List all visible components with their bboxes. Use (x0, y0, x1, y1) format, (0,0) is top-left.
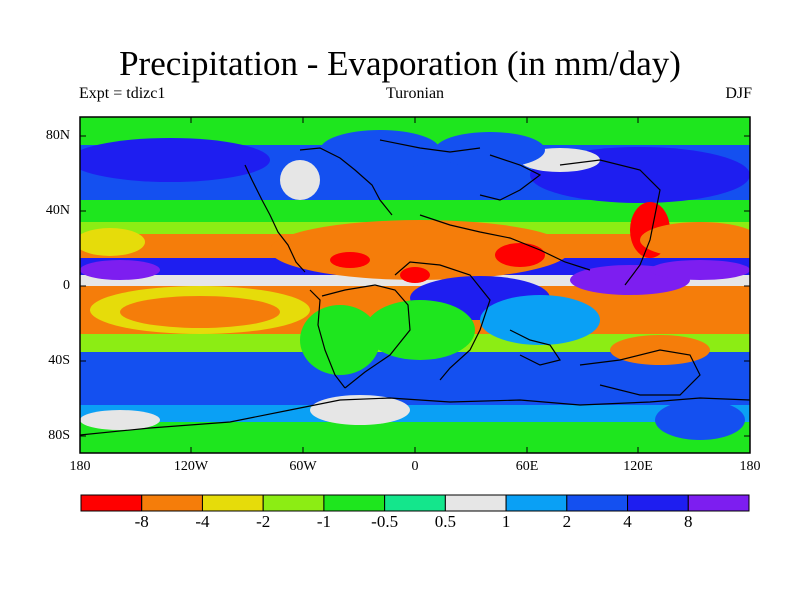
patch-sw-neutral (80, 410, 160, 430)
patch-npac-wet (80, 138, 270, 182)
lat-label-40n: 40N (45, 203, 70, 218)
colorbar-swatch (444, 494, 507, 512)
lat-label-0: 0 (63, 278, 70, 293)
colorbar-swatch (323, 494, 386, 512)
axis-ticks (80, 117, 750, 453)
patch-asia-wet (435, 132, 545, 168)
lon-label-0: 0 (411, 459, 419, 474)
patch-southern-wet (655, 400, 745, 440)
lon-label-120e: 120E (623, 459, 653, 474)
colorbar-swatch (566, 494, 629, 512)
lon-label-60w: 60W (289, 459, 317, 474)
coastlines (79, 139, 751, 436)
colorbar-swatch (687, 494, 750, 512)
colorbar-label: -2 (256, 512, 271, 531)
coast-asia-east (559, 159, 661, 286)
colorbar-swatch (262, 494, 325, 512)
patch-south-neutral (310, 395, 410, 425)
patch-tethys-dry-core1 (330, 252, 370, 268)
patch-africa-green (365, 300, 475, 360)
colorbar-label: 0.5 (434, 512, 456, 531)
colorbar-label: -8 (134, 512, 149, 531)
colorbar-swatch (627, 494, 689, 512)
patch-tethys-dry-core2 (495, 243, 545, 267)
colorbar-swatch (384, 494, 446, 512)
lat-label-80n: 80N (45, 128, 70, 143)
colorbar-label: 2 (562, 512, 572, 531)
colorbar-label: 4 (623, 512, 632, 531)
coast-arctic (379, 139, 481, 153)
patch-samerica-green (300, 305, 380, 375)
coast-samerica-east (321, 284, 411, 389)
patch-nwpac-dry (640, 222, 750, 258)
colorbar-label: 1 (501, 512, 511, 531)
coast-samerica-west (309, 289, 346, 389)
coast-antarctica (79, 397, 751, 436)
colorbar-label: -4 (195, 512, 210, 531)
colorbar-label: 8 (684, 512, 693, 531)
lon-label-180e: 180 (739, 459, 761, 474)
colorbar-swatch (201, 494, 264, 512)
colorbar-swatch (80, 494, 143, 512)
patch-europe-wet (320, 130, 440, 170)
lon-label-180w: 180 (69, 459, 91, 474)
lon-label-120w: 120W (173, 459, 209, 474)
coast-india-madagascar (509, 329, 561, 366)
coast-namerica-west (244, 164, 306, 273)
colorbar-swatch (141, 494, 203, 512)
colorbar (80, 494, 750, 512)
patch-natl-neutral (280, 160, 320, 200)
lon-label-60e: 60E (515, 459, 539, 474)
period-label: Turonian (385, 85, 445, 102)
patch-epac-itcz (80, 260, 160, 280)
lat-label-80s: 80S (48, 428, 70, 443)
colorbar-label: -0.5 (371, 512, 399, 531)
coast-australia (579, 349, 701, 396)
experiment-label: Expt = tdizc1 (79, 85, 166, 102)
coast-namerica-east (299, 147, 393, 216)
coast-asia-interior (479, 154, 542, 201)
patch-sio-wet (480, 295, 600, 345)
coast-tethys-north (419, 214, 591, 271)
patch-africa-dry-core (400, 267, 430, 283)
season-label: DJF (725, 85, 752, 102)
field-band-south-wet2 (80, 405, 750, 425)
patch-sepac-dry (120, 296, 280, 328)
coast-africa (394, 261, 491, 381)
patch-cpac-itcz (650, 260, 750, 280)
plot-title: Precipitation - Evaporation (in mm/day) (119, 44, 681, 83)
patch-nepac-mod (80, 228, 145, 256)
colorbar-swatch (505, 494, 568, 512)
map-field (80, 117, 750, 453)
lat-label-40s: 40S (48, 353, 70, 368)
colorbar-label: -1 (316, 512, 331, 531)
